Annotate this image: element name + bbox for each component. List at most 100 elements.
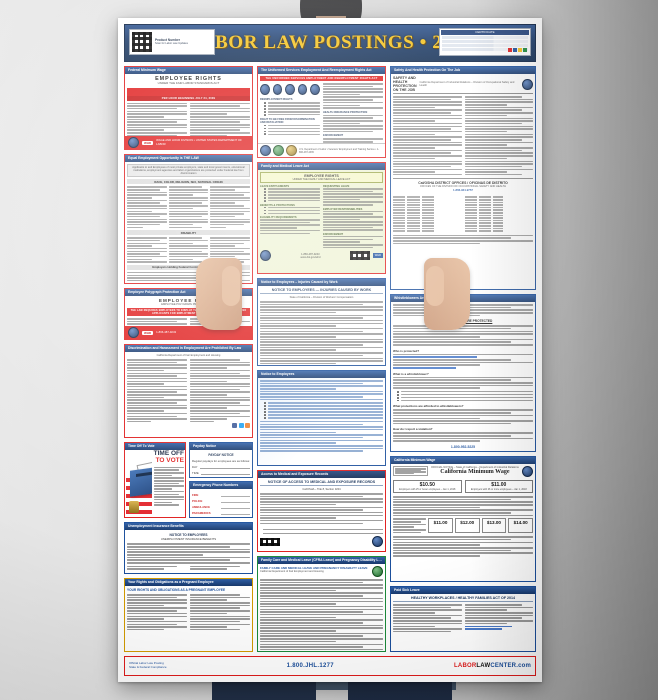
vote-title-line1: TIME OFF xyxy=(154,450,184,458)
marines-seal-icon xyxy=(297,84,308,95)
notice-paid-sick-leave: Paid Sick Leave HEALTHY WORKPLACES / HEA… xyxy=(390,586,536,652)
notice-header: Discrimination and Harassment in Employm… xyxy=(125,345,252,352)
footer-line2: State & Federal Compliance xyxy=(129,665,167,670)
notice-medical-exposure-records: Access to Medical and Exposure Records N… xyxy=(257,470,386,552)
notice-subtitle: Cal/OSHA – Title 8, Section 3204 xyxy=(260,488,383,491)
notice-title: YOUR RIGHTS AND OBLIGATIONS AS A PREGNAN… xyxy=(127,588,250,592)
notice-title: FAMILY CARE AND MEDICAL LEAVE AND PREGNA… xyxy=(260,566,370,570)
notice-header: Family and Medical Leave Act xyxy=(258,163,385,170)
dol-agency-text: WAGE AND HOUR DIVISION • UNITED STATES D… xyxy=(156,139,249,146)
vote-title-line2: TO VOTE xyxy=(154,457,184,465)
notice-header: Federal Minimum Wage xyxy=(125,67,252,74)
fmla-title-text: EMPLOYEE RIGHTS xyxy=(304,174,339,178)
notice-header: Time Off To Vote xyxy=(125,443,185,450)
notice-title: NOTICE OF ACCESS TO MEDICAL AND EXPOSURE… xyxy=(260,480,383,486)
qr-code-icon xyxy=(132,32,152,52)
footer-logo-suffix: CENTER.com xyxy=(490,663,531,669)
minimum-wage-note: PER HOUR BEGINNING JULY 24, 2009 xyxy=(127,95,250,101)
state-seal-icon xyxy=(522,466,533,477)
notice-header: Notice to Employees – Injuries Caused by… xyxy=(258,279,385,286)
emergency-value-input[interactable] xyxy=(220,508,250,509)
footer-logo-prefix: LABOR xyxy=(454,663,476,669)
osha-directory-phone: 1-866-924-9757 xyxy=(393,188,533,192)
state-seal-icon xyxy=(129,501,139,513)
osha-directory-subtitle: OFFICES OF THE DIVISION OF OCCUPATIONAL … xyxy=(393,185,533,188)
notice-header: Family Care and Medical Leave (CFRA Leav… xyxy=(258,557,385,564)
qr-caption-line2: Scan for Labor Law Updates xyxy=(155,42,188,45)
notice-title: EMPLOYEE RIGHTS xyxy=(127,298,250,303)
notice-userra: The Uniformed Services Employment And Re… xyxy=(257,66,386,158)
record-field-input[interactable] xyxy=(262,529,383,531)
eeo-section-1: RACE, COLOR, RELIGION, SEX, NATIONAL ORI… xyxy=(127,179,250,185)
notice-to-employees: Notice to Employees xyxy=(257,370,386,466)
footer-logo-mid: LAW xyxy=(476,663,490,669)
eeo-section-2: DISABILITY xyxy=(127,230,250,236)
whistleblower-section-4: How do I report a violation? xyxy=(393,427,533,431)
military-seals xyxy=(260,83,320,96)
qr-code-icon xyxy=(349,251,370,261)
schedule-rate: $12.00 xyxy=(457,520,478,525)
thumb-left xyxy=(222,266,240,306)
whistleblower-section-1: Who is protected? xyxy=(393,349,533,353)
minimum-wage-rate: $10.50 xyxy=(395,482,460,488)
army-seal-icon xyxy=(260,84,270,95)
payday-field-label: TIME xyxy=(192,471,199,475)
notice-emergency-phone-numbers: Emergency Phone Numbers FIRE POLICE AMBU… xyxy=(189,481,253,518)
poster-footer: Official Labor Law Posting State & Feder… xyxy=(124,656,536,676)
eeo-footer: Employers Holding Federal Contracts or S… xyxy=(127,264,250,270)
emergency-value-input[interactable] xyxy=(220,502,250,503)
notice-pregnant-employee-rights: Your Rights and Obligations as a Pregnan… xyxy=(124,578,253,652)
polygraph-redbar: THE LAW REQUIRES EMPLOYERS TO DISPLAY TH… xyxy=(127,308,250,317)
whistleblower-hotline: 1-800-952-5225 xyxy=(393,445,533,449)
emergency-table: FIRE POLICE AMBULANCE PARAMEDICS HEALTH … xyxy=(192,493,250,517)
minimum-wage-value: $7.25 xyxy=(180,89,196,95)
notice-header: Payday Notice xyxy=(190,443,252,450)
fmla-site: www.dol.gov/whd xyxy=(274,256,347,259)
fmla-subtitle: UNDER THE FAMILY AND MEDICAL LEAVE ACT xyxy=(262,178,381,181)
fmla-section-2: BENEFITS & PROTECTIONS xyxy=(260,204,320,207)
fmla-section-5: EMPLOYER RESPONSIBILITIES xyxy=(323,208,383,211)
minimum-wage-rate: $11.00 xyxy=(467,482,532,488)
twitter-icon xyxy=(238,423,244,429)
notice-equal-employment-opportunity: Equal Employment Opportunity is THE LAW … xyxy=(124,154,253,284)
payday-field-input[interactable] xyxy=(199,468,250,469)
whd-tag: WHD xyxy=(372,253,383,259)
userra-section-4: ENFORCEMENT xyxy=(323,134,383,137)
dol-seal-icon xyxy=(128,327,139,338)
poster-banner: Product Number Scan for Labor Law Update… xyxy=(124,24,536,62)
payday-field-input[interactable] xyxy=(200,474,250,475)
qr-caption-line1: Product Number xyxy=(155,38,188,42)
notice-title: California Department of Fair Employment… xyxy=(127,354,250,357)
emergency-label: POLICE xyxy=(192,499,218,503)
notice-header: Equal Employment Opportunity is THE LAW xyxy=(125,155,252,162)
certificate-header: CERTIFICATE xyxy=(441,30,529,35)
notice-time-off-to-vote: Time Off To Vote xyxy=(124,442,186,518)
qr-code-icon xyxy=(260,537,280,546)
vote-artwork xyxy=(126,451,152,516)
calosha-seal-icon xyxy=(372,536,383,548)
fmla-section-4: REQUESTING LEAVE xyxy=(323,185,383,188)
whistleblower-section-2: What is a whistleblower? xyxy=(393,372,533,376)
notice-header: California Minimum Wage xyxy=(391,457,535,464)
notice-injuries-caused-by-work: Notice to Employees – Injuries Caused by… xyxy=(257,278,386,366)
record-field-input[interactable] xyxy=(262,533,383,535)
notice-family-medical-leave-act: Family and Medical Leave Act EMPLOYEE RI… xyxy=(257,162,386,274)
emergency-value-input[interactable] xyxy=(220,496,250,497)
schedule-rate: $13.00 xyxy=(484,520,505,525)
emergency-label: PARAMEDICS xyxy=(192,511,218,515)
notice-title: HEALTHY WORKPLACES / HEALTHY FAMILIES AC… xyxy=(393,596,533,602)
dol-seal-icon xyxy=(128,137,139,148)
payday-title: PAYDAY NOTICE xyxy=(192,453,250,457)
footer-logo: LABORLAWCENTER.com xyxy=(454,663,531,669)
navy-seal-icon xyxy=(272,84,283,95)
userra-section-2: RIGHT TO BE FREE FROM DISCRIMINATION AND… xyxy=(260,118,320,124)
userra-subtitle: THE UNIFORMED SERVICES EMPLOYMENT AND RE… xyxy=(260,76,383,81)
calosha-seal-icon xyxy=(522,78,533,90)
poster-column-middle: The Uniformed Services Employment And Re… xyxy=(257,66,386,652)
notice-subtitle: California Department of Industrial Rela… xyxy=(420,81,520,87)
emergency-row: AMBULANCE xyxy=(192,505,250,509)
notice-subtitle: EMPLOYEE POLYGRAPH PROTECTION ACT xyxy=(127,303,250,306)
emergency-value-input[interactable] xyxy=(220,514,250,515)
facebook-icon xyxy=(232,423,237,429)
